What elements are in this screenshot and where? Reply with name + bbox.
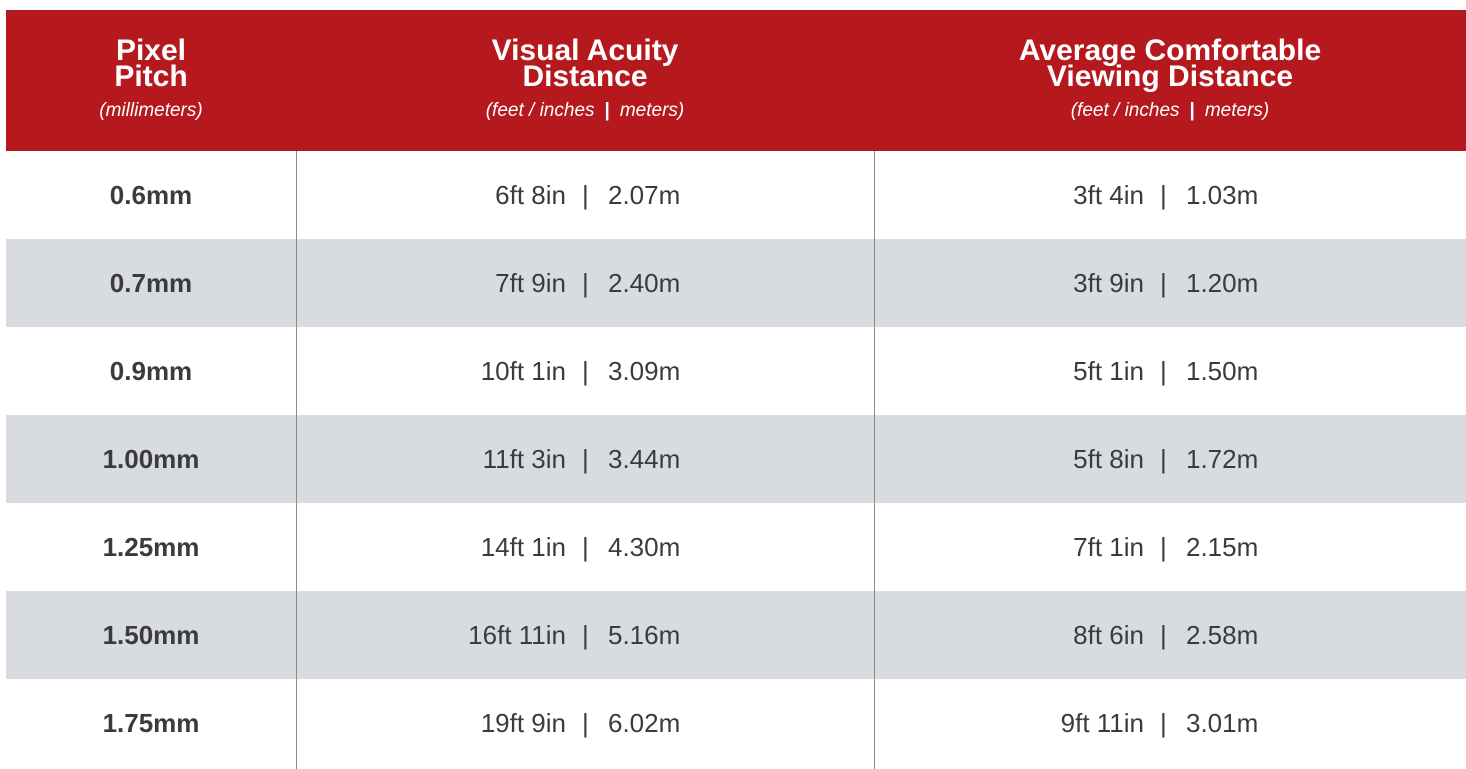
- visual-acuity-meters: 2.07m: [608, 179, 681, 210]
- pixel-pitch-cell: 0.7mm: [6, 239, 296, 327]
- comfortable-viewing-feet: 3ft 9in: [1073, 267, 1144, 298]
- pixel-pitch-cell: 1.75mm: [6, 679, 296, 767]
- comfortable-viewing-meters: 1.72m: [1186, 443, 1259, 474]
- pixel-pitch-table: Pixel Pitch (millimeters) Visual Acuity …: [6, 10, 1466, 769]
- visual-acuity-separator: |: [582, 355, 589, 386]
- comfortable-viewing-meters: 1.50m: [1186, 355, 1259, 386]
- column-divider: [296, 151, 297, 769]
- comfortable-viewing-cell: 5ft 1in | 1.50m: [874, 327, 1466, 415]
- comfortable-viewing-separator: |: [1160, 619, 1167, 650]
- visual-acuity-cell: 6ft 8in | 2.07m: [296, 151, 874, 239]
- comfortable-viewing-separator: |: [1160, 179, 1167, 210]
- visual-acuity-separator: |: [582, 619, 589, 650]
- visual-acuity-feet: 19ft 9in: [480, 707, 566, 738]
- header-pixel-pitch: Pixel Pitch (millimeters): [6, 10, 296, 151]
- visual-acuity-separator: |: [582, 179, 589, 210]
- comfortable-viewing-meters: 2.15m: [1186, 531, 1259, 562]
- table-row: 1.75mm 19ft 9in | 6.02m 9ft 11in | 3.01m: [6, 679, 1466, 767]
- pixel-pitch-value: 0.9mm: [109, 355, 193, 386]
- comfortable-viewing-meters: 1.03m: [1186, 179, 1259, 210]
- visual-acuity-meters: 4.30m: [608, 531, 681, 562]
- header-comfortable-viewing-line2: Viewing Distance: [1046, 60, 1294, 93]
- visual-acuity-feet: 16ft 11in: [468, 619, 566, 650]
- pixel-pitch-cell: 0.9mm: [6, 327, 296, 415]
- pixel-pitch-cell: 0.6mm: [6, 151, 296, 239]
- comfortable-viewing-cell: 9ft 11in | 3.01m: [874, 679, 1466, 767]
- visual-acuity-feet: 6ft 8in: [495, 179, 566, 210]
- visual-acuity-meters: 3.09m: [608, 355, 681, 386]
- visual-acuity-separator: |: [582, 707, 589, 738]
- comfortable-viewing-meters: 3.01m: [1186, 707, 1259, 738]
- header-pixel-pitch-line1: Pixel: [115, 34, 187, 67]
- table-row: 0.7mm 7ft 9in | 2.40m 3ft 9in | 1.20m: [6, 239, 1466, 327]
- pixel-pitch-cell: 1.50mm: [6, 591, 296, 679]
- comfortable-viewing-feet: 7ft 1in: [1073, 531, 1144, 562]
- header-pixel-pitch-line2: Pitch: [114, 60, 188, 93]
- comfortable-viewing-meters: 1.20m: [1186, 267, 1259, 298]
- pixel-pitch-value: 0.6mm: [109, 179, 193, 210]
- header-visual-acuity: Visual Acuity Distance (feet / inches | me…: [296, 10, 874, 151]
- comfortable-viewing-cell: 7ft 1in | 2.15m: [874, 503, 1466, 591]
- visual-acuity-cell: 16ft 11in | 5.16m: [296, 591, 874, 679]
- comfortable-viewing-feet: 5ft 1in: [1073, 355, 1144, 386]
- pixel-pitch-cell: 1.00mm: [6, 415, 296, 503]
- pixel-pitch-value: 1.25mm: [102, 531, 200, 562]
- visual-acuity-feet: 14ft 1in: [480, 531, 566, 562]
- column-divider: [874, 151, 875, 769]
- pixel-pitch-value: 1.75mm: [102, 707, 200, 738]
- pixel-pitch-cell: 1.25mm: [6, 503, 296, 591]
- table-row: 1.50mm 16ft 11in | 5.16m 8ft 6in | 2.58m: [6, 591, 1466, 679]
- header-pixel-pitch-units: (millimeters): [99, 100, 203, 121]
- header-comfortable-viewing-units: (feet / inches | meters): [1070, 100, 1270, 121]
- visual-acuity-cell: 19ft 9in | 6.02m: [296, 679, 874, 767]
- comfortable-viewing-cell: 5ft 8in | 1.72m: [874, 415, 1466, 503]
- comfortable-viewing-separator: |: [1160, 443, 1167, 474]
- comfortable-viewing-cell: 3ft 9in | 1.20m: [874, 239, 1466, 327]
- visual-acuity-cell: 11ft 3in | 3.44m: [296, 415, 874, 503]
- visual-acuity-meters: 2.40m: [608, 267, 681, 298]
- visual-acuity-meters: 6.02m: [608, 707, 681, 738]
- visual-acuity-feet: 10ft 1in: [480, 355, 566, 386]
- table-row: 1.25mm 14ft 1in | 4.30m 7ft 1in | 2.15m: [6, 503, 1466, 591]
- visual-acuity-meters: 3.44m: [608, 443, 681, 474]
- comfortable-viewing-separator: |: [1160, 531, 1167, 562]
- table-row: 0.9mm 10ft 1in | 3.09m 5ft 1in | 1.50m: [6, 327, 1466, 415]
- pixel-pitch-value: 1.50mm: [102, 619, 200, 650]
- visual-acuity-separator: |: [582, 531, 589, 562]
- header-visual-acuity-line2: Distance: [522, 60, 648, 93]
- comfortable-viewing-separator: |: [1160, 267, 1167, 298]
- comfortable-viewing-feet: 9ft 11in: [1060, 707, 1144, 738]
- visual-acuity-feet: 11ft 3in: [482, 443, 566, 474]
- comfortable-viewing-feet: 5ft 8in: [1073, 443, 1144, 474]
- comfortable-viewing-feet: 8ft 6in: [1073, 619, 1144, 650]
- comfortable-viewing-cell: 3ft 4in | 1.03m: [874, 151, 1466, 239]
- comfortable-viewing-separator: |: [1160, 355, 1167, 386]
- table-header: Pixel Pitch (millimeters) Visual Acuity …: [6, 10, 1466, 151]
- visual-acuity-cell: 14ft 1in | 4.30m: [296, 503, 874, 591]
- table-row: 1.00mm 11ft 3in | 3.44m 5ft 8in | 1.72m: [6, 415, 1466, 503]
- pixel-pitch-value: 0.7mm: [109, 267, 193, 298]
- table-row: 0.6mm 6ft 8in | 2.07m 3ft 4in | 1.03m: [6, 151, 1466, 239]
- comfortable-viewing-meters: 2.58m: [1186, 619, 1259, 650]
- comfortable-viewing-separator: |: [1160, 707, 1167, 738]
- visual-acuity-feet: 7ft 9in: [495, 267, 566, 298]
- visual-acuity-separator: |: [582, 267, 589, 298]
- visual-acuity-cell: 7ft 9in | 2.40m: [296, 239, 874, 327]
- visual-acuity-cell: 10ft 1in | 3.09m: [296, 327, 874, 415]
- pixel-pitch-value: 1.00mm: [102, 443, 200, 474]
- header-comfortable-viewing-line1: Average Comfortable: [1018, 34, 1322, 67]
- comfortable-viewing-cell: 8ft 6in | 2.58m: [874, 591, 1466, 679]
- visual-acuity-separator: |: [582, 443, 589, 474]
- comfortable-viewing-feet: 3ft 4in: [1073, 179, 1144, 210]
- header-comfortable-viewing: Average Comfortable Viewing Distance (fe…: [874, 10, 1466, 151]
- visual-acuity-meters: 5.16m: [608, 619, 681, 650]
- header-visual-acuity-line1: Visual Acuity: [491, 34, 679, 67]
- header-visual-acuity-units: (feet / inches | meters): [485, 100, 685, 121]
